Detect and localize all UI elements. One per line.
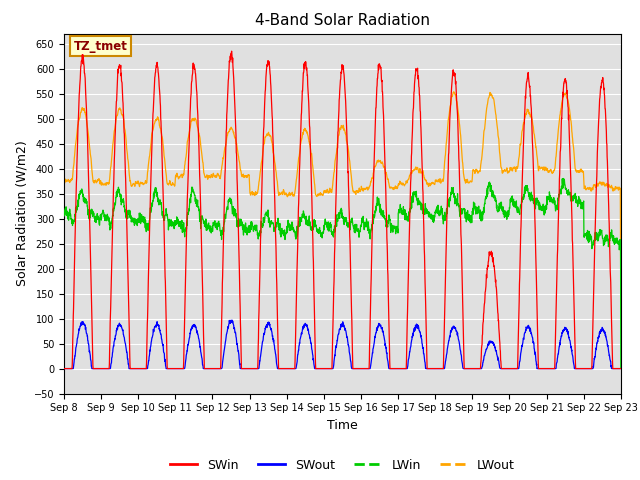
LWout: [504, 169, 512, 175]
SWout: [584, 366, 591, 372]
SWout: [60, 366, 68, 372]
LWout: [358, 186, 366, 192]
Text: TZ_tmet: TZ_tmet: [74, 40, 128, 53]
SWout: [568, 347, 575, 353]
Legend: SWin, SWout, LWin, LWout: SWin, SWout, LWin, LWout: [165, 454, 520, 477]
SWout: [371, 334, 379, 339]
SWin: [216, 366, 223, 372]
LWout: [371, 164, 378, 169]
Y-axis label: Solar Radiation (W/m2): Solar Radiation (W/m2): [15, 141, 28, 287]
SWout: [359, 366, 367, 372]
Line: SWout: SWout: [64, 320, 621, 369]
Line: SWin: SWin: [64, 51, 621, 369]
SWin: [584, 366, 591, 372]
LWout: [617, 306, 625, 312]
SWout: [216, 366, 223, 372]
Line: LWin: LWin: [64, 179, 621, 368]
LWin: [371, 214, 378, 220]
SWin: [371, 137, 379, 143]
LWin: [559, 176, 567, 181]
LWout: [216, 173, 223, 179]
Title: 4-Band Solar Radiation: 4-Band Solar Radiation: [255, 13, 430, 28]
X-axis label: Time: Time: [327, 419, 358, 432]
SWin: [60, 366, 68, 372]
LWout: [568, 129, 575, 134]
LWin: [358, 218, 366, 224]
LWin: [216, 222, 223, 228]
SWin: [568, 210, 575, 216]
SWout: [227, 317, 235, 323]
LWin: [584, 236, 591, 241]
LWout: [60, 179, 68, 184]
SWout: [617, 366, 625, 372]
Line: LWout: LWout: [64, 92, 621, 309]
LWin: [504, 208, 512, 214]
SWin: [617, 366, 625, 372]
LWin: [568, 198, 575, 204]
SWin: [228, 48, 236, 54]
LWin: [60, 213, 68, 219]
LWout: [584, 186, 591, 192]
SWin: [504, 366, 512, 372]
SWout: [504, 366, 512, 372]
LWout: [450, 89, 458, 95]
SWin: [359, 366, 367, 372]
LWin: [617, 365, 625, 371]
